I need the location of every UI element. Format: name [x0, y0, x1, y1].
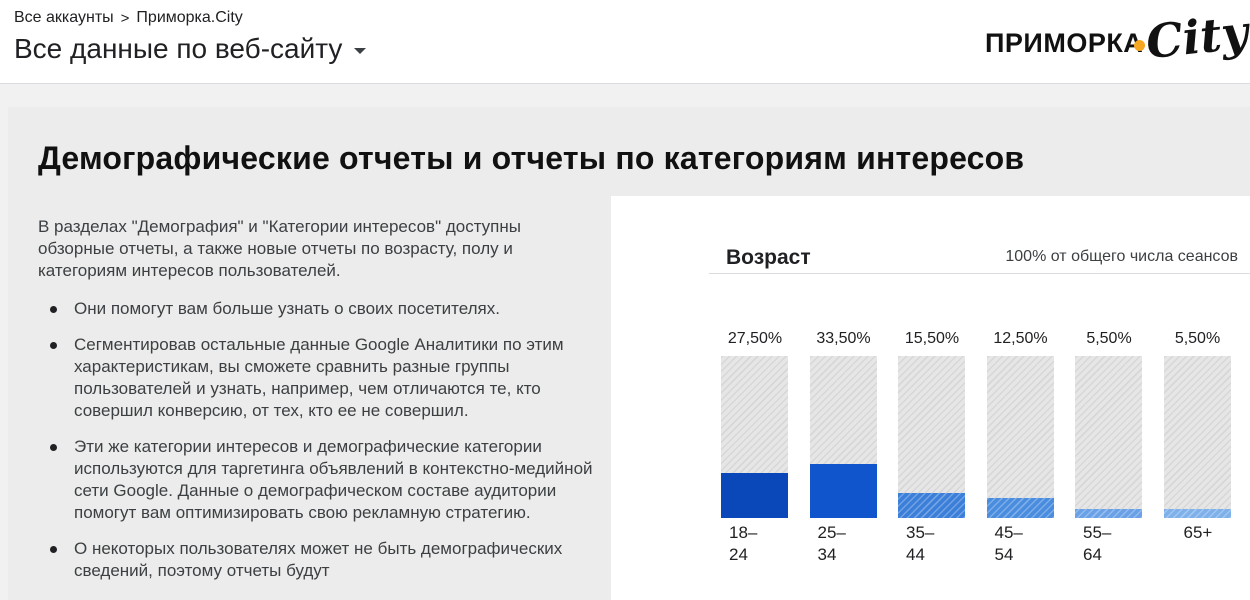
bar-track[interactable] — [809, 356, 877, 518]
age-chart-panel: Возраст 100% от общего числа сеансов 27,… — [611, 196, 1250, 600]
property-selector[interactable]: Все данные по веб-сайту — [14, 33, 367, 65]
bar-category-label: 35– 44 — [906, 523, 935, 564]
bar-track[interactable] — [986, 356, 1054, 518]
bar-value-label: 12,50% — [993, 330, 1048, 347]
bar-value-label: 33,50% — [816, 330, 871, 347]
bar[interactable] — [1163, 509, 1231, 518]
breadcrumb-account[interactable]: Приморка.City — [136, 9, 243, 26]
bar-value-label: 27,50% — [727, 330, 783, 347]
bar-value-label: 15,50% — [904, 330, 960, 347]
panel-title: Возраст — [726, 246, 811, 269]
breadcrumb-root[interactable]: Все аккаунты — [14, 9, 114, 26]
page-title: Демографические отчеты и отчеты по катег… — [38, 140, 1025, 176]
panel-header: Возраст 100% от общего числа сеансов — [709, 244, 1250, 274]
bar-track[interactable] — [1075, 356, 1142, 518]
bar-track[interactable] — [721, 356, 788, 518]
logo-dot — [1134, 40, 1145, 51]
list-item: Сегментировав остальные данные Google Ан… — [38, 334, 618, 422]
bar-category-label: 18– 24 — [729, 523, 758, 564]
list-item: О некоторых пользователях может не быть … — [38, 538, 618, 582]
bar-track[interactable] — [1163, 356, 1231, 518]
bar-category-label: 65+ — [1183, 523, 1213, 542]
list-item: Они помогут вам больше узнать о своих по… — [38, 298, 618, 320]
logo-script: City — [1143, 4, 1250, 70]
bar[interactable] — [898, 493, 965, 518]
bar-value-label: 5,50% — [1174, 330, 1221, 347]
bar[interactable] — [986, 498, 1054, 518]
caret-down-icon[interactable] — [354, 48, 367, 54]
bar-track[interactable] — [898, 356, 965, 518]
bullet-list: Они помогут вам больше узнать о своих по… — [38, 298, 618, 596]
bar-category-label: 25– 34 — [817, 523, 846, 564]
panel-subtitle: 100% от общего числа сеансов — [1005, 248, 1238, 265]
list-item: Эти же категории интересов и демографиче… — [38, 436, 618, 524]
breadcrumb-separator: > — [120, 9, 130, 27]
bar-category-label: 45– 54 — [994, 523, 1023, 564]
logo-word: ПРИМОРКА — [985, 28, 1144, 58]
app-header: Все аккаунты > Приморка.City Все данные … — [0, 0, 1250, 84]
intro-text: В разделах "Демография" и "Категории инт… — [38, 217, 521, 280]
breadcrumb[interactable]: Все аккаунты > Приморка.City — [14, 9, 243, 27]
age-bar-chart: 27,50% 18– 24 33,50% 25– 34 15,50% 35– 44 12,50% 4… — [611, 196, 1250, 600]
bar[interactable] — [721, 473, 788, 518]
bar[interactable] — [1075, 509, 1142, 518]
property-title[interactable]: Все данные по веб-сайту — [14, 33, 343, 64]
bar[interactable] — [809, 464, 877, 518]
bar-value-label: 5,50% — [1086, 330, 1132, 347]
brand-logo: ПРИМОРКА City — [985, 5, 1250, 80]
bar-category-label: 55– 64 — [1083, 523, 1112, 564]
